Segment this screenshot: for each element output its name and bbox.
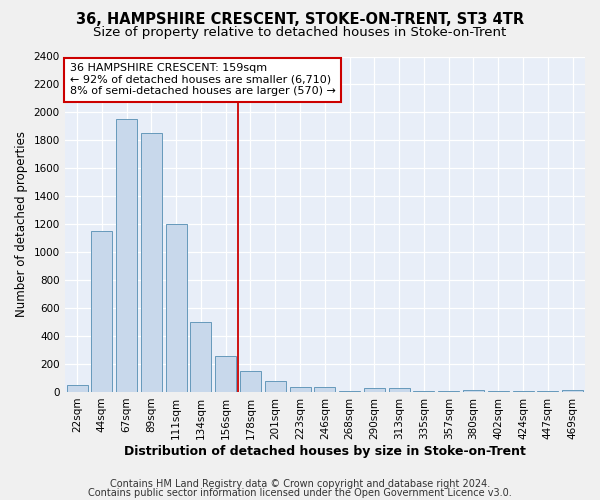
Bar (166, 224, 187, 392)
Bar (389, 388, 410, 392)
Bar (116, 120, 137, 392)
Text: Size of property relative to detached houses in Stoke-on-Trent: Size of property relative to detached ho… (94, 26, 506, 39)
Bar (265, 382, 286, 392)
Bar (215, 356, 236, 392)
Bar (314, 387, 335, 392)
Text: Contains HM Land Registry data © Crown copyright and database right 2024.: Contains HM Land Registry data © Crown c… (110, 479, 490, 489)
Bar (240, 371, 261, 392)
Bar (562, 390, 583, 392)
Text: 36 HAMPSHIRE CRESCENT: 159sqm
← 92% of detached houses are smaller (6,710)
8% of: 36 HAMPSHIRE CRESCENT: 159sqm ← 92% of d… (70, 63, 336, 96)
Bar (190, 322, 211, 392)
Text: Contains public sector information licensed under the Open Government Licence v3: Contains public sector information licen… (88, 488, 512, 498)
Bar (364, 388, 385, 392)
Text: 36, HAMPSHIRE CRESCENT, STOKE-ON-TRENT, ST3 4TR: 36, HAMPSHIRE CRESCENT, STOKE-ON-TRENT, … (76, 12, 524, 28)
X-axis label: Distribution of detached houses by size in Stoke-on-Trent: Distribution of detached houses by size … (124, 444, 526, 458)
Bar (463, 390, 484, 392)
Bar (339, 390, 360, 392)
Bar (67, 385, 88, 392)
Bar (413, 390, 434, 392)
Bar (438, 391, 459, 392)
Bar (91, 231, 112, 392)
Bar (141, 134, 162, 392)
Bar (290, 387, 311, 392)
Y-axis label: Number of detached properties: Number of detached properties (15, 131, 28, 317)
